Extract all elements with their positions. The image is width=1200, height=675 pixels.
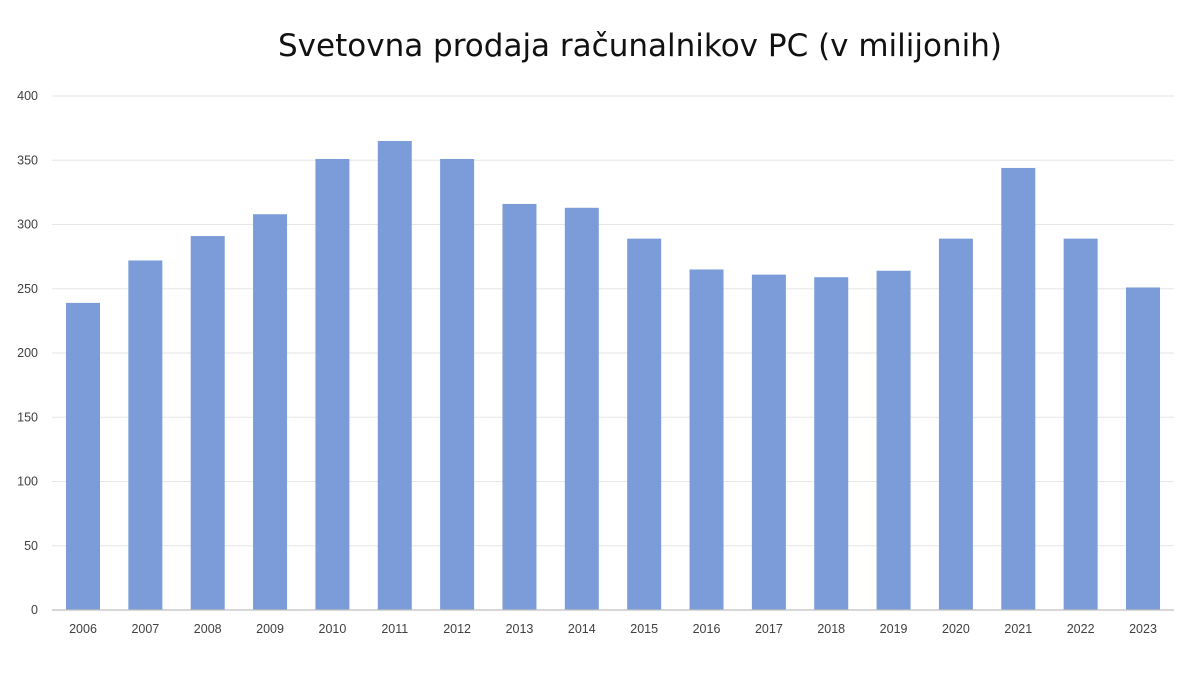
bar-2023 [1126, 287, 1160, 610]
x-tick-label: 2013 [506, 622, 534, 636]
y-tick-label: 200 [17, 346, 38, 360]
y-tick-label: 100 [17, 475, 38, 489]
y-tick-label: 50 [24, 539, 38, 553]
bar-2015 [627, 238, 662, 610]
x-tick-label: 2017 [755, 622, 783, 636]
x-tick-label: 2008 [194, 622, 222, 636]
x-tick-label: 2006 [69, 622, 97, 636]
y-axis-ticks: 0 50 100 150 200 250 300 350 400 [17, 89, 38, 617]
bar-2021 [1001, 167, 1036, 610]
bar-2019 [876, 270, 911, 610]
bar-2020 [938, 238, 973, 610]
x-tick-label: 2022 [1067, 622, 1095, 636]
bar-2022 [1063, 238, 1098, 610]
bar-2014 [564, 207, 599, 611]
bar-2013 [502, 203, 537, 610]
chart-title: Svetovna prodaja računalnikov PC (v mili… [278, 28, 1002, 64]
gridlines [52, 95, 1174, 547]
y-tick-label: 250 [17, 282, 38, 296]
y-tick-label: 400 [17, 89, 38, 103]
bars [66, 140, 1160, 611]
x-tick-label: 2019 [880, 622, 908, 636]
y-tick-label: 150 [17, 410, 38, 424]
x-tick-label: 2016 [693, 622, 721, 636]
x-tick-label: 2021 [1004, 622, 1032, 636]
bar-2017 [751, 274, 786, 610]
x-tick-label: 2012 [443, 622, 471, 636]
x-tick-label: 2015 [630, 622, 658, 636]
bar-2009 [253, 214, 288, 610]
x-tick-label: 2020 [942, 622, 970, 636]
x-tick-label: 2007 [131, 622, 159, 636]
bar-2011 [377, 140, 412, 610]
bar-2012 [440, 158, 475, 610]
x-tick-label: 2014 [568, 622, 596, 636]
y-tick-label: 0 [31, 603, 38, 617]
x-tick-label: 2009 [256, 622, 284, 636]
bar-2018 [814, 277, 849, 610]
bar-2007 [128, 260, 163, 610]
x-axis-ticks: 2006 2007 2008 2009 2010 2011 2012 2013 2014 2015… [69, 622, 1157, 636]
bar-2008 [190, 236, 225, 610]
y-tick-label: 300 [17, 218, 38, 232]
x-tick-label: 2010 [319, 622, 347, 636]
x-tick-label: 2023 [1129, 622, 1157, 636]
x-tick-label: 2018 [817, 622, 845, 636]
bar-2010 [315, 158, 350, 610]
y-tick-label: 350 [17, 153, 38, 167]
bar-2016 [689, 269, 724, 610]
bar-2006 [66, 302, 100, 610]
x-tick-label: 2011 [381, 622, 408, 636]
